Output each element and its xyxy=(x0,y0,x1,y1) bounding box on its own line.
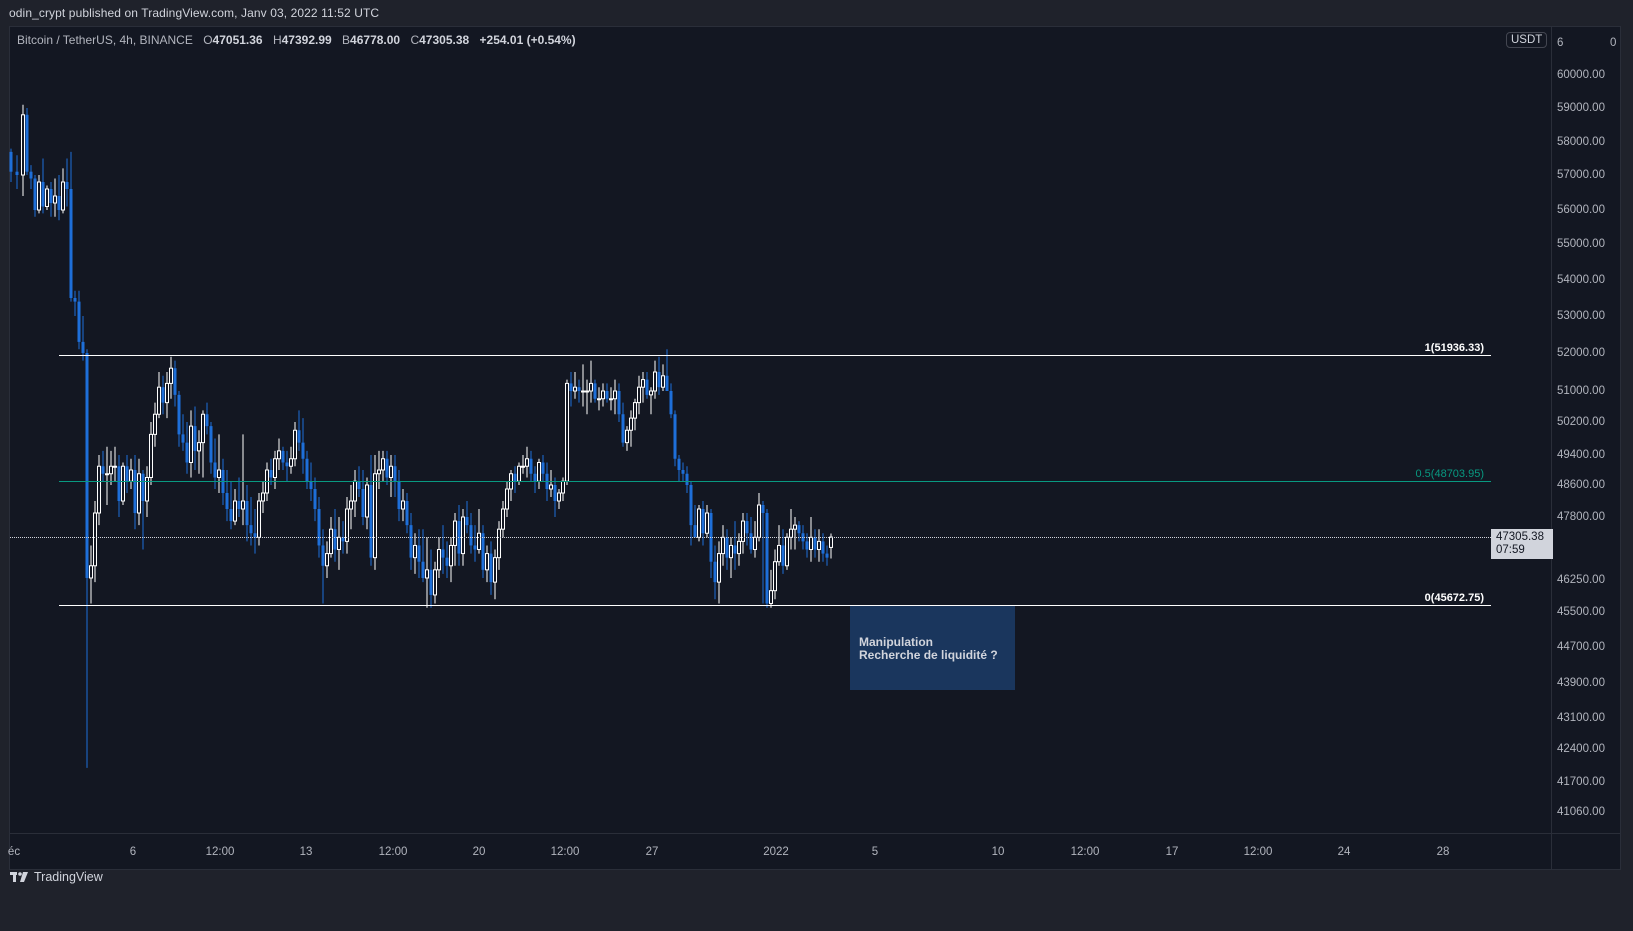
time-tick: éc xyxy=(7,846,21,858)
price-tick: 51000.00 xyxy=(1557,385,1605,397)
time-tick: 10 xyxy=(991,846,1005,858)
high-label: H xyxy=(272,33,282,47)
chart-frame xyxy=(9,26,1621,870)
time-tick: 12:00 xyxy=(1243,846,1273,858)
fib-level-line[interactable] xyxy=(59,355,1491,356)
time-axis[interactable] xyxy=(10,833,1620,870)
bar-countdown: 07:59 xyxy=(1496,544,1525,556)
price-tick: 60000.00 xyxy=(1557,69,1605,81)
fib-level-line[interactable] xyxy=(59,481,1491,482)
price-tick: 43100.00 xyxy=(1557,712,1605,724)
price-tick: 57000.00 xyxy=(1557,169,1605,181)
price-tick: 53000.00 xyxy=(1557,310,1605,322)
time-tick: 6 xyxy=(129,846,137,858)
current-price-line xyxy=(10,537,1551,538)
annotation-note[interactable]: Manipulation Recherche de liquidité ? xyxy=(850,606,1015,690)
symbol-title[interactable]: Bitcoin / TetherUS, 4h, BINANCE xyxy=(17,33,193,47)
open-value: 47051.36 xyxy=(212,33,263,47)
price-tick: 56000.00 xyxy=(1557,204,1605,216)
price-axis[interactable] xyxy=(1551,27,1621,869)
time-tick: 13 xyxy=(299,846,313,858)
current-price-label: 47305.38 07:59 xyxy=(1491,529,1553,559)
price-tick: 49400.00 xyxy=(1557,449,1605,461)
price-tick: 41060.00 xyxy=(1557,806,1605,818)
time-tick: 20 xyxy=(472,846,486,858)
close-value: 47305.38 xyxy=(419,33,470,47)
price-tick: 44700.00 xyxy=(1557,641,1605,653)
annotation-line-1: Manipulation xyxy=(859,635,933,649)
time-tick: 12:00 xyxy=(205,846,235,858)
symbol-legend: Bitcoin / TetherUS, 4h, BINANCE O47051.3… xyxy=(17,33,576,47)
price-tick: 45500.00 xyxy=(1557,606,1605,618)
open-label: O xyxy=(203,33,213,47)
time-tick: 12:00 xyxy=(1070,846,1100,858)
fib-level-label: 0.5(48703.95) xyxy=(1415,468,1485,480)
fib-level-label: 1(51936.33) xyxy=(1424,342,1484,354)
close-label: C xyxy=(410,33,420,47)
high-value: 47392.99 xyxy=(281,33,332,47)
price-tick: 43900.00 xyxy=(1557,677,1605,689)
time-tick: 24 xyxy=(1337,846,1351,858)
time-tick: 27 xyxy=(645,846,659,858)
price-tick: 59000.00 xyxy=(1557,102,1605,114)
price-tick-partial-left: 6 xyxy=(1557,37,1564,49)
fib-level-label: 0(45672.75) xyxy=(1424,592,1484,604)
time-tick: 2022 xyxy=(763,846,789,858)
time-tick: 17 xyxy=(1165,846,1179,858)
axis-corner xyxy=(1551,833,1552,869)
time-tick: 12:00 xyxy=(550,846,580,858)
tradingview-footer[interactable]: TradingView xyxy=(10,870,103,884)
price-tick: 46250.00 xyxy=(1557,574,1605,586)
currency-button[interactable]: USDT xyxy=(1506,32,1548,48)
price-tick: 55000.00 xyxy=(1557,238,1605,250)
price-tick: 48600.00 xyxy=(1557,479,1605,491)
price-tick: 47800.00 xyxy=(1557,511,1605,523)
time-tick: 12:00 xyxy=(378,846,408,858)
time-tick: 28 xyxy=(1436,846,1450,858)
price-tick: 58000.00 xyxy=(1557,136,1605,148)
price-tick: 52000.00 xyxy=(1557,347,1605,359)
tradingview-logo-icon xyxy=(10,872,28,882)
fib-level-line[interactable] xyxy=(59,605,1491,606)
price-tick: 50200.00 xyxy=(1557,416,1605,428)
price-tick-partial-right: 0 xyxy=(1610,37,1617,49)
low-value: 46778.00 xyxy=(350,33,401,47)
annotation-line-2: Recherche de liquidité ? xyxy=(859,648,998,662)
price-tick: 54000.00 xyxy=(1557,274,1605,286)
price-tick: 41700.00 xyxy=(1557,776,1605,788)
published-caption: odin_crypt published on TradingView.com,… xyxy=(9,6,380,20)
low-label: B xyxy=(342,33,351,47)
change-value: +254.01 (+0.54%) xyxy=(479,33,576,47)
time-tick: 5 xyxy=(871,846,879,858)
tradingview-brand: TradingView xyxy=(34,870,103,884)
current-price-value: 47305.38 xyxy=(1496,531,1544,543)
price-tick: 42400.00 xyxy=(1557,743,1605,755)
